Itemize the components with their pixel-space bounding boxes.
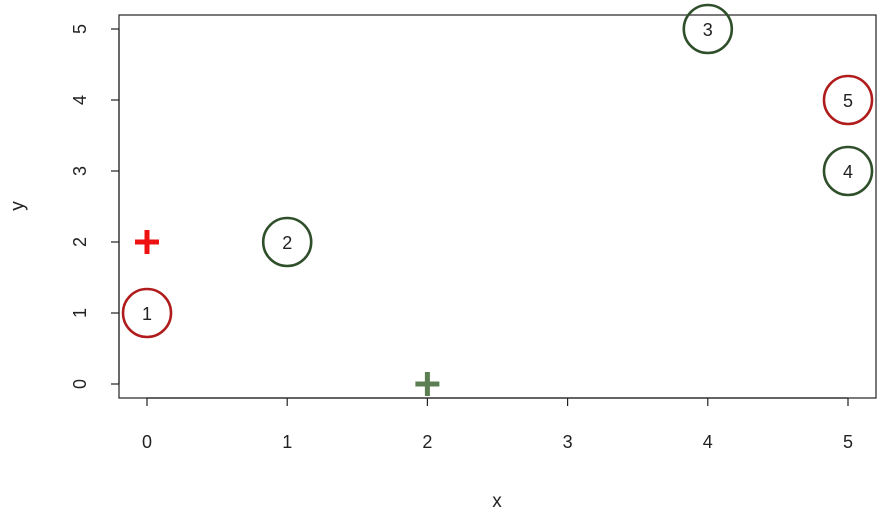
data-point: 2 bbox=[261, 216, 313, 268]
x-tick-label: 5 bbox=[843, 432, 853, 452]
data-point-circle bbox=[261, 216, 313, 268]
data-point-label: 2 bbox=[282, 233, 292, 253]
centroid-plus-marker bbox=[415, 372, 440, 396]
plot-area-frame bbox=[118, 14, 877, 399]
data-point: 3 bbox=[682, 3, 734, 55]
data-point-label: 1 bbox=[142, 304, 152, 324]
data-point-circle bbox=[682, 3, 734, 55]
x-tick-label: 4 bbox=[703, 432, 713, 452]
y-tick-label: 5 bbox=[70, 24, 90, 34]
data-point-label: 5 bbox=[843, 91, 853, 111]
y-tick-label: 4 bbox=[70, 95, 90, 105]
data-point-label: 4 bbox=[843, 162, 853, 182]
data-point-label: 3 bbox=[703, 20, 713, 40]
data-point: 4 bbox=[822, 145, 874, 197]
data-point-circle bbox=[822, 74, 874, 126]
x-axis-label: x bbox=[492, 491, 502, 512]
y-tick-label: 0 bbox=[70, 379, 90, 389]
y-tick-label: 1 bbox=[70, 308, 90, 318]
x-tick-label: 1 bbox=[282, 432, 292, 452]
data-point-circle bbox=[822, 145, 874, 197]
x-tick-label: 2 bbox=[422, 432, 432, 452]
data-point-circle bbox=[121, 287, 173, 339]
data-point: 1 bbox=[121, 287, 173, 339]
y-tick-label: 2 bbox=[70, 237, 90, 247]
x-tick-label: 0 bbox=[142, 432, 152, 452]
centroid-plus-marker bbox=[135, 230, 159, 254]
y-axis-label: y bbox=[8, 201, 29, 211]
data-point: 5 bbox=[822, 74, 874, 126]
x-tick-label: 3 bbox=[563, 432, 573, 452]
y-tick-label: 3 bbox=[70, 166, 90, 176]
